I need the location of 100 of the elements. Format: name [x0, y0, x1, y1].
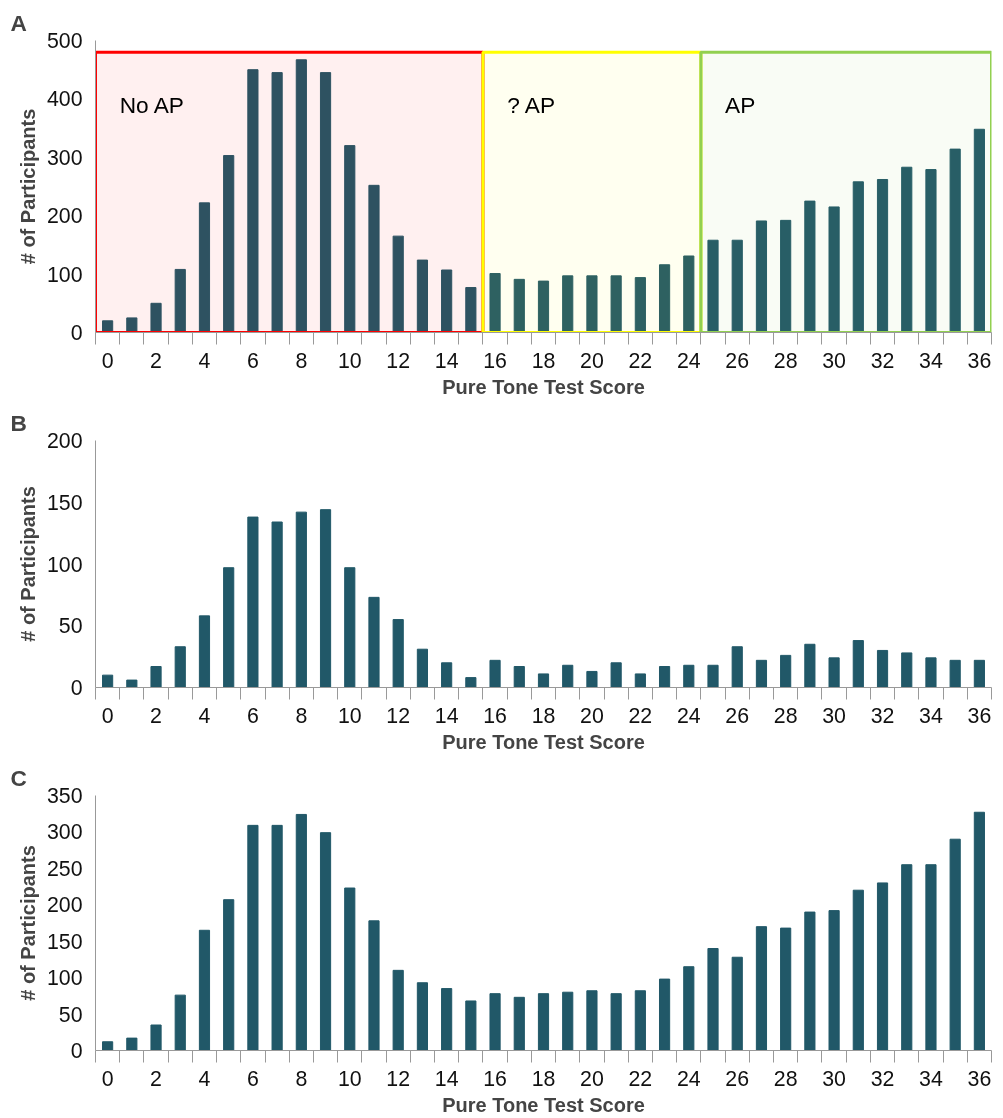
x-tick-label: 14 [434, 1066, 459, 1091]
bar [901, 864, 913, 1051]
bar [707, 239, 719, 333]
bar [271, 72, 283, 333]
bar [755, 659, 768, 688]
bar [537, 280, 550, 333]
bar [683, 255, 695, 333]
bar [586, 275, 598, 333]
bar [295, 511, 307, 688]
bar [198, 929, 211, 1051]
bar [973, 128, 985, 333]
x-tick-label: 20 [580, 348, 604, 373]
y-tick-label: 0 [70, 321, 83, 345]
bar [925, 169, 937, 333]
bar [586, 670, 598, 688]
bar [828, 910, 840, 1051]
bar [973, 811, 985, 1051]
bar [489, 273, 501, 333]
x-tick-label: 36 [967, 1066, 992, 1091]
bar [368, 596, 380, 688]
x-tick-label: 18 [531, 1066, 556, 1091]
bar [804, 643, 816, 688]
bar [634, 277, 646, 333]
bar [295, 59, 307, 333]
x-tick-label: 30 [822, 703, 847, 728]
bar [901, 166, 913, 333]
y-tick-label: 350 [46, 784, 83, 808]
x-tick-label: 30 [822, 348, 847, 373]
x-tick-label: 4 [198, 703, 211, 728]
bar [344, 145, 356, 333]
x-tick-label: 0 [101, 348, 114, 373]
x-tick-label: 34 [919, 348, 943, 373]
y-tick-label: 150 [46, 490, 83, 515]
bar [247, 824, 259, 1051]
x-tick-label: 16 [483, 703, 507, 728]
bar [949, 659, 961, 688]
bar [368, 184, 380, 333]
x-tick-label: 6 [246, 348, 259, 373]
bar [659, 264, 671, 333]
bar [465, 287, 477, 333]
x-tick-label: 22 [628, 703, 653, 728]
x-tick-label: 32 [870, 1066, 895, 1091]
bar [852, 640, 864, 688]
x-tick-label: 2 [150, 348, 162, 373]
y-tick-label: 100 [46, 552, 83, 577]
x-tick-label: 36 [967, 348, 992, 373]
x-tick-label: 14 [434, 703, 459, 728]
bar [804, 911, 816, 1051]
x-tick-label: 36 [967, 703, 992, 728]
bar [489, 659, 501, 688]
y-tick-label: 200 [46, 893, 83, 918]
x-tick-label: 4 [198, 348, 211, 373]
bar [416, 259, 428, 333]
bar [683, 664, 695, 688]
bar [392, 969, 404, 1051]
bar [562, 664, 574, 688]
x-tick-label: 20 [580, 1066, 604, 1091]
x-tick-label: 20 [580, 703, 604, 728]
y-axis-title: # of Participants [16, 486, 39, 642]
bar [126, 1037, 138, 1051]
bar [465, 677, 477, 688]
bar [150, 1024, 162, 1051]
y-tick-label: 300 [46, 820, 83, 845]
x-tick-label: 26 [725, 348, 750, 373]
bar [852, 889, 864, 1051]
bar [223, 899, 235, 1051]
bar [925, 864, 937, 1051]
bar [441, 662, 453, 688]
x-tick-label: 26 [725, 703, 750, 728]
y-axis-title: # of Participants [16, 108, 39, 265]
bar [731, 956, 743, 1051]
bar [319, 832, 332, 1051]
x-axis-title: Pure Tone Test Score [442, 375, 645, 398]
bar [198, 202, 211, 333]
bar [949, 838, 961, 1051]
x-tick-label: 18 [531, 348, 556, 373]
x-tick-label: 10 [337, 1066, 362, 1091]
bar [392, 619, 404, 688]
bar [562, 275, 574, 333]
bar [513, 666, 525, 688]
x-tick-label: 18 [531, 703, 556, 728]
bar [126, 679, 138, 688]
x-tick-label: 0 [101, 1066, 114, 1091]
bar [513, 996, 525, 1051]
bar [780, 219, 792, 333]
x-tick-label: 12 [386, 703, 411, 728]
x-tick-label: 32 [870, 348, 895, 373]
band-label: No AP [119, 91, 184, 118]
x-tick-label: 2 [150, 1066, 162, 1091]
x-tick-label: 8 [295, 348, 308, 373]
bar [876, 649, 889, 688]
bar [344, 567, 356, 688]
bar [683, 966, 695, 1051]
bar [319, 509, 332, 688]
x-tick-label: 8 [295, 703, 308, 728]
chart-title: C [10, 764, 27, 791]
y-tick-label: 0 [70, 1039, 83, 1063]
y-tick-label: 250 [46, 856, 83, 881]
y-tick-label: 200 [46, 429, 83, 453]
x-tick-label: 34 [919, 1066, 943, 1091]
